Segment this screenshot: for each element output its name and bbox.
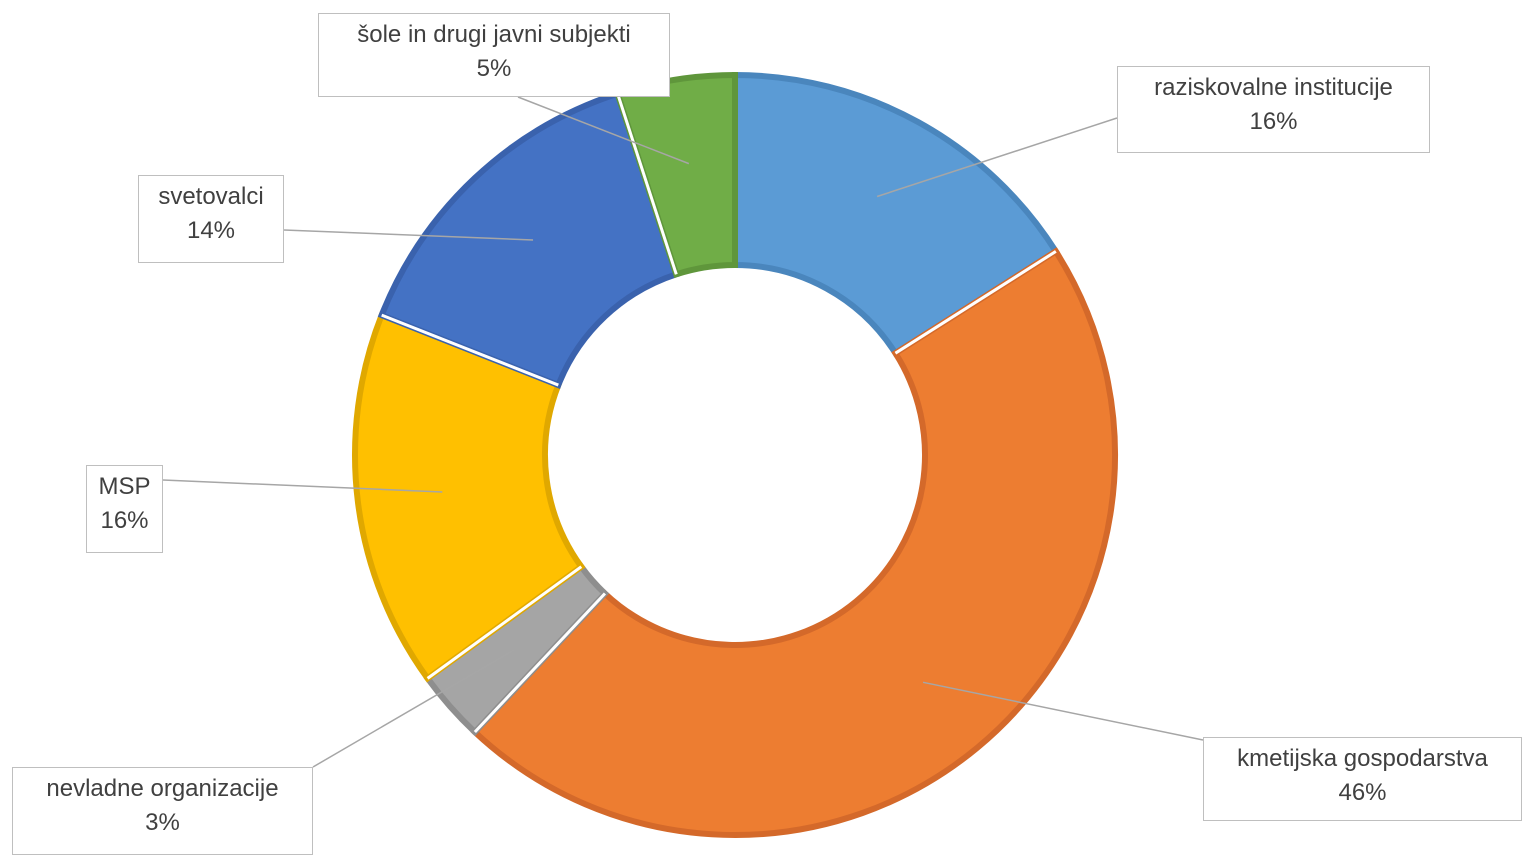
data-label-svetovalci: svetovalci 14% bbox=[138, 175, 284, 263]
slice-percent: 3% bbox=[145, 809, 180, 836]
callout-leader-lines bbox=[162, 96, 1204, 768]
chart-slices bbox=[352, 71, 1118, 838]
slice-label: nevladne organizacije bbox=[46, 775, 279, 802]
slice-label: kmetijska gospodarstva bbox=[1237, 745, 1488, 772]
data-label-raziskovalne-institucije: raziskovalne institucije 16% bbox=[1117, 66, 1430, 153]
slice-separator bbox=[616, 93, 678, 275]
leader-line-kmetijska-gospodarstva bbox=[922, 681, 1204, 741]
slice-label: šole in drugi javni subjekti bbox=[357, 21, 631, 48]
data-label-sole-in-drugi-javni-subjekti: šole in drugi javni subjekti 5% bbox=[318, 13, 670, 97]
slice-msp bbox=[352, 311, 586, 683]
data-label-nevladne-organizacije: nevladne organizacije 3% bbox=[12, 767, 313, 855]
slice-raziskovalne-institucije bbox=[732, 71, 1060, 358]
slice-label: svetovalci bbox=[158, 183, 264, 210]
slice-label: raziskovalne institucije bbox=[1154, 74, 1393, 101]
leader-line-msp bbox=[162, 479, 443, 493]
leader-line-sole-in-drugi-javni-subjekti bbox=[517, 96, 690, 165]
slice-percent: 5% bbox=[476, 55, 512, 82]
slice-percent: 16% bbox=[1249, 108, 1298, 135]
slice-separator bbox=[426, 565, 583, 680]
slice-percent: 16% bbox=[100, 507, 149, 534]
slice-separator bbox=[894, 250, 1057, 355]
leader-line-nevladne-organizacije bbox=[312, 649, 515, 768]
slice-separator bbox=[381, 313, 559, 387]
leader-line-raziskovalne-institucije bbox=[876, 117, 1118, 198]
slice-percent: 46% bbox=[1338, 779, 1387, 806]
slice-label: MSP bbox=[98, 473, 151, 500]
data-label-kmetijska-gospodarstva: kmetijska gospodarstva 46% bbox=[1203, 737, 1522, 821]
leader-line-svetovalci bbox=[283, 229, 534, 241]
data-label-msp: MSP 16% bbox=[86, 465, 163, 553]
slice-percent: 14% bbox=[186, 217, 236, 244]
slice-separator bbox=[473, 592, 607, 734]
